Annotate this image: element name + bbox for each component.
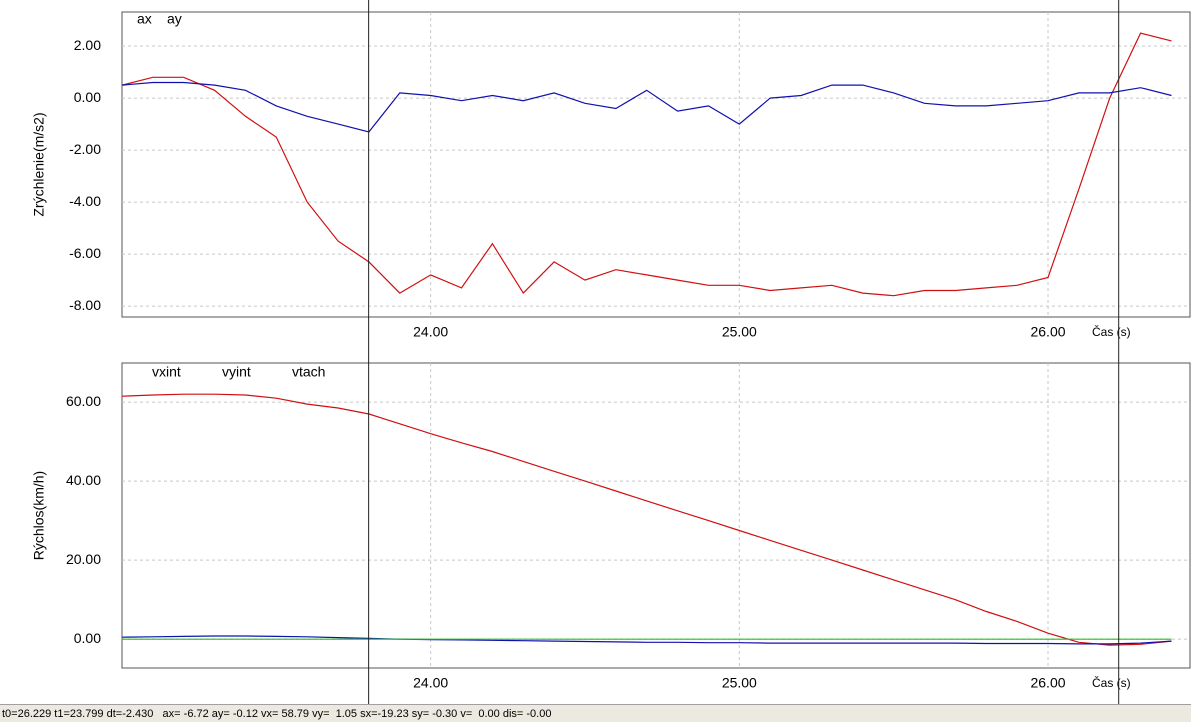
y-tick-label: 60.00 — [66, 393, 101, 409]
plot-area — [121, 11, 1191, 318]
y-tick-label: 0.00 — [74, 630, 101, 646]
x-tick-label: 25.00 — [722, 324, 757, 340]
series-line — [121, 635, 1172, 645]
status-bar: t0=26.229 t1=23.799 dt=-2.430 ax= -6.72 … — [0, 704, 1191, 722]
y-tick-label: 0.00 — [74, 89, 101, 105]
x-axis-label: Čas (s) — [1092, 675, 1131, 690]
series-line — [121, 32, 1172, 297]
chart-window: 2.00 0.00 -2.00 -4.00 -6.00 -8.00 24.00 25.00 26… — [31, 0, 1191, 704]
legend-entry: ay — [167, 11, 182, 27]
x-tick-label: 26.00 — [1030, 675, 1065, 691]
x-tick-label: 25.00 — [722, 675, 757, 691]
y-axis-label: Rýchlos(km/h) — [31, 471, 47, 560]
x-tick-label: 26.00 — [1030, 324, 1065, 340]
y-tick-label: 20.00 — [66, 551, 101, 567]
y-tick-label: -2.00 — [69, 141, 101, 157]
x-axis-label: Čas (s) — [1092, 324, 1131, 339]
x-tick-label: 24.00 — [413, 324, 448, 340]
y-tick-label: 2.00 — [74, 37, 101, 53]
y-tick-label: -4.00 — [69, 193, 101, 209]
legend-entry: vxint — [152, 364, 181, 380]
y-tick-label: 40.00 — [66, 472, 101, 488]
y-axis-label: Zrýchlenie(m/s2) — [31, 112, 47, 216]
legend-entry: ax — [137, 11, 152, 27]
plot-area — [121, 362, 1191, 669]
legend-entry: vyint — [222, 364, 251, 380]
legend-entry: vtach — [292, 364, 325, 380]
y-tick-label: -6.00 — [69, 245, 101, 261]
series-line — [121, 393, 1172, 646]
x-tick-label: 24.00 — [413, 675, 448, 691]
series-line — [121, 81, 1172, 133]
y-tick-label: -8.00 — [69, 297, 101, 313]
